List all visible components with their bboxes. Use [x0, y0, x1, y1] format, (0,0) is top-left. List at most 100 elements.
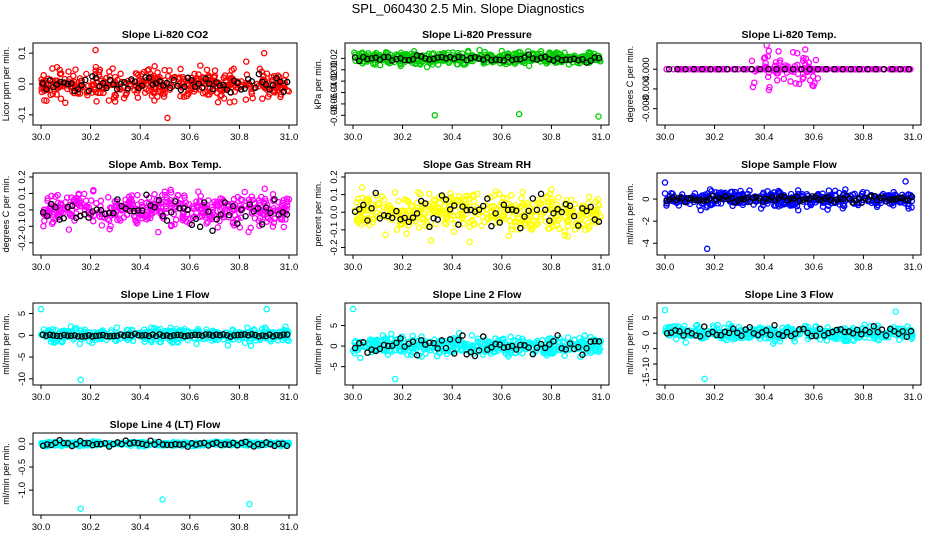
selected-point — [156, 78, 163, 85]
data-point — [561, 352, 568, 359]
data-point — [452, 220, 459, 228]
data-point — [405, 207, 412, 215]
selected-point — [839, 65, 846, 73]
selected-point — [71, 332, 78, 339]
data-point — [765, 47, 773, 55]
data-point — [143, 216, 151, 223]
selected-point — [688, 195, 695, 202]
selected-point — [147, 437, 154, 444]
data-point — [174, 338, 181, 345]
selected-point — [163, 217, 171, 224]
y-tick-label: -0.04 — [329, 82, 340, 104]
data-point — [181, 194, 188, 201]
selected-point — [57, 78, 64, 86]
data-point — [799, 75, 807, 83]
data-point — [416, 190, 424, 198]
data-point — [357, 354, 364, 362]
selected-point — [446, 336, 454, 343]
data-point — [189, 214, 197, 221]
selected-point — [508, 342, 516, 350]
data-point — [44, 195, 51, 202]
selected-point — [691, 196, 698, 203]
panel-title: Slope Li-820 CO2 — [122, 29, 209, 41]
selected-point — [43, 332, 50, 339]
selected-point — [93, 440, 101, 448]
data-point — [442, 221, 450, 228]
selected-point — [878, 326, 886, 333]
selected-point — [858, 199, 866, 206]
data-point — [430, 208, 438, 215]
data-point — [141, 338, 148, 345]
data-point — [214, 224, 222, 231]
selected-point — [230, 332, 238, 339]
data-point — [98, 210, 106, 218]
data-point — [191, 85, 199, 93]
selected-point — [513, 207, 520, 214]
selected-point — [665, 65, 673, 73]
data-point — [564, 334, 572, 341]
data-point — [354, 195, 362, 203]
data-point — [455, 193, 463, 200]
y-tick-label: 0 — [641, 196, 652, 201]
selected-point — [575, 343, 582, 351]
selected-point — [201, 199, 208, 206]
data-point — [476, 46, 483, 54]
selected-point — [43, 85, 50, 93]
selected-point — [546, 341, 553, 348]
selected-point — [721, 328, 729, 336]
selected-point — [209, 440, 216, 448]
x-tick-label: 30.2 — [81, 132, 100, 143]
selected-point — [170, 76, 178, 84]
selected-point — [899, 328, 906, 335]
data-point — [825, 187, 833, 194]
selected-point — [784, 196, 791, 204]
selected-point — [81, 439, 88, 447]
data-point — [538, 210, 545, 218]
selected-point — [426, 339, 433, 347]
y-tick-label: 0.2 — [329, 170, 340, 183]
data-point — [65, 68, 72, 75]
selected-point — [121, 332, 128, 339]
selected-point — [130, 439, 138, 446]
selected-point — [802, 196, 810, 203]
selected-point — [696, 333, 704, 340]
data-point — [533, 337, 541, 345]
data-point — [831, 187, 839, 195]
y-axis-label: ml/min per min. — [625, 313, 635, 375]
selected-point — [740, 195, 748, 203]
selected-point — [676, 328, 683, 335]
selected-point — [496, 219, 503, 226]
data-point — [470, 191, 477, 199]
selected-point — [513, 346, 520, 353]
selected-point — [550, 338, 557, 345]
selected-point — [430, 214, 437, 222]
data-point — [537, 48, 545, 55]
data-point — [92, 67, 99, 74]
selected-point — [796, 326, 803, 333]
selected-point — [908, 193, 915, 201]
selected-point — [198, 332, 206, 339]
selected-point — [700, 197, 708, 204]
data-point — [546, 190, 554, 197]
selected-point — [46, 77, 54, 84]
data-point — [241, 188, 249, 196]
plot-frame — [32, 432, 298, 516]
panel-4: Slope Amb. Box Temp.degrees C per min.30… — [1, 159, 298, 273]
selected-point — [74, 86, 82, 93]
selected-point — [591, 54, 599, 61]
data-point — [393, 51, 400, 58]
data-point — [457, 346, 465, 353]
panel-title: Slope Line 1 Flow — [121, 289, 211, 301]
x-tick-label: 30.0 — [344, 132, 363, 143]
data-point — [49, 211, 57, 218]
selected-point — [587, 57, 594, 65]
outlier-point — [431, 112, 439, 119]
selected-point — [364, 217, 371, 224]
selected-point — [791, 330, 799, 337]
selected-point — [595, 218, 603, 225]
selected-point — [554, 332, 561, 339]
data-point — [542, 194, 550, 201]
selected-point — [697, 196, 704, 204]
